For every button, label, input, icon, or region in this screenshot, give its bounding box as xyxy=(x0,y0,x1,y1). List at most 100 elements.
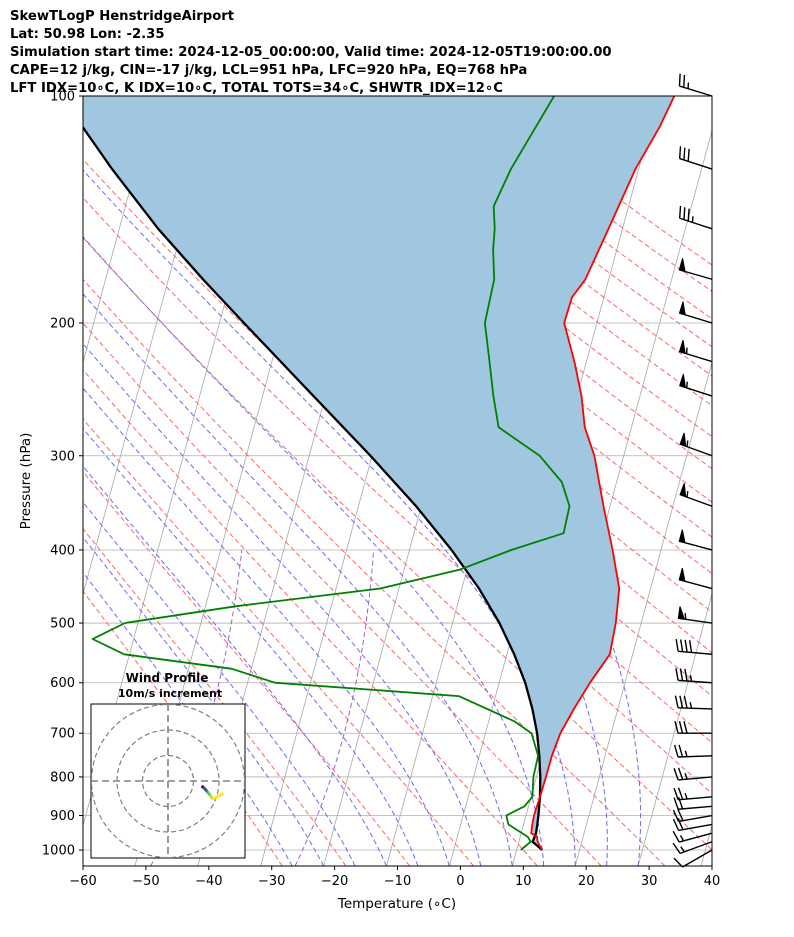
barb-half xyxy=(684,773,688,780)
isotherm xyxy=(764,96,794,866)
wind-barb xyxy=(678,339,713,363)
hodo-ring xyxy=(91,704,245,858)
barb-staff xyxy=(679,85,713,97)
x-tick-label: −10 xyxy=(384,874,411,889)
hodo-segment xyxy=(205,790,209,793)
moist-adiabat xyxy=(83,465,387,866)
dry-adiabat xyxy=(83,322,602,866)
wind-barb xyxy=(678,146,713,170)
barb-full xyxy=(677,787,684,800)
y-tick-label: 300 xyxy=(50,449,75,464)
barb-full xyxy=(672,842,681,854)
wind-barb xyxy=(678,258,713,280)
inset-subtitle: 10m/s increment xyxy=(118,687,222,700)
wind-barb xyxy=(679,373,713,397)
moist-adiabat xyxy=(83,293,513,866)
wind-barb xyxy=(677,606,713,624)
wind-barb xyxy=(678,301,713,324)
barb-full xyxy=(672,809,680,822)
barb-half xyxy=(686,490,689,498)
moist-adiabat xyxy=(83,501,356,866)
barb-full xyxy=(673,797,679,810)
temperature-line xyxy=(530,96,676,851)
barb-full xyxy=(673,787,679,800)
dry-adiabat xyxy=(286,96,712,438)
barb-full xyxy=(683,74,686,88)
y-tick-label: 100 xyxy=(50,90,75,105)
y-tick-label: 500 xyxy=(50,617,75,632)
moist-adiabat xyxy=(83,236,545,866)
y-axis-ticks: 1000 900 800 700 600 500 400 300 200 100 xyxy=(42,90,83,859)
hodo-segment xyxy=(208,794,214,801)
barb-full xyxy=(687,208,690,222)
x-tick-label: −30 xyxy=(258,874,285,889)
y-tick-label: 700 xyxy=(50,727,75,742)
moist-adiabat xyxy=(83,536,325,866)
barb-full xyxy=(679,639,684,652)
barb-full xyxy=(675,638,679,652)
barb-full xyxy=(675,668,679,681)
mixing-ratio-line xyxy=(294,549,375,866)
hodograph xyxy=(91,704,245,858)
barb-staff xyxy=(678,650,713,655)
wind-barb xyxy=(675,638,713,655)
wind-barb xyxy=(672,818,713,832)
x-axis-label: Temperature (∘C) xyxy=(337,896,456,912)
barb-staff xyxy=(678,776,713,781)
y-tick-label: 200 xyxy=(50,316,75,331)
indices-text-2: LFT IDX=10∘C, K IDX=10∘C, TOTAL TOTS=34∘… xyxy=(10,81,503,96)
chart-header: SkewTLogP HenstridgeAirport Lat: 50.98 L… xyxy=(10,8,612,98)
barb-half xyxy=(679,835,685,842)
wind-barb xyxy=(678,529,713,551)
barb-full xyxy=(673,767,679,781)
moist-adiabat xyxy=(83,427,419,866)
x-axis-ticks: −60 −50 −40 −30 −20 −10 0 10 20 30 40 xyxy=(69,866,720,889)
x-tick-label: 40 xyxy=(704,874,721,889)
barb-staff xyxy=(679,157,713,170)
barb-half xyxy=(680,846,685,853)
x-tick-label: 0 xyxy=(456,874,464,889)
isotherm xyxy=(637,592,712,866)
barb-staff xyxy=(682,849,713,868)
barb-staff xyxy=(679,217,713,230)
parcel-line xyxy=(83,125,543,851)
barb-full xyxy=(683,695,688,709)
y-tick-label: 400 xyxy=(50,543,75,558)
barb-flag xyxy=(677,606,686,620)
barb-full xyxy=(674,695,679,708)
wind-barb xyxy=(675,668,713,684)
barb-half xyxy=(684,792,688,800)
wind-profile-inset: Wind Profile 10m/s increment xyxy=(90,671,246,859)
barb-full xyxy=(687,148,690,162)
y-tick-label: 900 xyxy=(50,809,75,824)
hodo-segment xyxy=(200,784,205,789)
hodo-segment xyxy=(211,791,225,801)
location-text: Lat: 50.98 Lon: -2.35 xyxy=(10,27,165,42)
barb-full xyxy=(679,668,684,681)
barb-full xyxy=(678,73,681,87)
barb-staff xyxy=(678,832,713,843)
barb-full xyxy=(672,818,680,831)
barb-staff xyxy=(678,796,713,801)
barb-full xyxy=(677,809,684,821)
x-tick-label: −60 xyxy=(69,874,96,889)
x-tick-label: −40 xyxy=(195,874,222,889)
wind-barbs xyxy=(672,73,713,868)
x-tick-label: −20 xyxy=(321,874,348,889)
barb-half xyxy=(686,440,689,447)
barb-staff xyxy=(677,755,713,758)
wind-barb xyxy=(674,695,713,710)
wind-barb xyxy=(678,205,713,230)
y-tick-label: 600 xyxy=(50,676,75,691)
x-tick-label: 10 xyxy=(515,874,532,889)
barb-half xyxy=(689,675,693,682)
wind-barb xyxy=(674,721,712,734)
barb-staff xyxy=(678,679,713,684)
barb-full xyxy=(673,744,679,758)
barb-flag xyxy=(679,483,687,498)
wind-barb xyxy=(679,432,713,457)
barb-half xyxy=(689,702,693,709)
barb-full xyxy=(688,640,693,653)
barb-full xyxy=(672,830,680,843)
